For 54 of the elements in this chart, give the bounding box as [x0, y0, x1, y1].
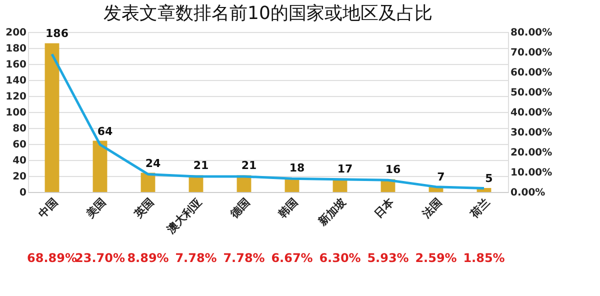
data-label: 1.85%	[463, 251, 505, 265]
data-label: 21	[193, 159, 209, 172]
y2-tick-label: 70.00%	[510, 48, 552, 58]
data-label: 6.67%	[271, 251, 313, 265]
y-tick-label: 160	[6, 60, 27, 70]
data-label: 5	[485, 172, 493, 185]
y-tick-label: 180	[6, 44, 27, 54]
data-label: 17	[337, 162, 353, 176]
bar	[92, 140, 108, 192]
data-label: 18	[289, 162, 305, 175]
data-label: 68.89%	[27, 251, 77, 265]
data-label: 21	[241, 159, 257, 172]
y2-tick-label: 80.00%	[510, 28, 552, 38]
data-label: 16	[385, 163, 401, 176]
x-tick-label: 德国	[227, 196, 252, 222]
y2-tick-label: 40.00%	[510, 108, 552, 118]
y2-tick-label: 50.00%	[510, 88, 552, 98]
y-tick-label: 140	[6, 76, 27, 86]
data-label: 5.93%	[367, 251, 409, 265]
y-tick-label: 80	[12, 124, 27, 134]
bar	[44, 43, 60, 192]
x-tick-label: 美国	[83, 196, 108, 222]
chart-title: 发表文章数排名前10的国家或地区及占比	[104, 3, 432, 24]
y-tick-label: 40	[12, 156, 27, 166]
data-label: 186	[46, 27, 69, 40]
y2-tick-label: 20.00%	[510, 148, 552, 158]
data-label: 23.70%	[75, 251, 125, 265]
x-tick-label: 韩国	[275, 196, 300, 222]
y-tick-label: 100	[6, 108, 27, 118]
y2-tick-label: 10.00%	[510, 168, 552, 178]
data-label: 8.89%	[127, 251, 169, 265]
data-label: 2.59%	[415, 251, 457, 265]
data-label: 7.78%	[223, 251, 265, 265]
data-label: 7	[437, 170, 445, 184]
y-tick-label: 60	[12, 140, 27, 150]
data-label: 7.78%	[175, 251, 217, 265]
data-label: 64	[97, 124, 113, 138]
data-label: 24	[145, 156, 161, 170]
y-tick-label: 120	[6, 92, 27, 102]
y-tick-label: 0	[20, 188, 27, 198]
x-tick-label: 日本	[372, 195, 398, 221]
x-tick-label: 法国	[419, 196, 444, 222]
x-tick-label: 澳大利亚	[163, 196, 204, 237]
y2-tick-label: 60.00%	[510, 68, 552, 78]
y2-tick-label: 30.00%	[510, 128, 552, 138]
x-tick-label: 新加坡	[315, 195, 350, 230]
x-tick-label: 中国	[36, 196, 60, 221]
data-label: 6.30%	[319, 251, 361, 265]
y-tick-label: 20	[12, 172, 27, 182]
x-tick-label: 荷兰	[467, 196, 492, 222]
y2-tick-label: 0.00%	[510, 188, 546, 198]
y-tick-label: 200	[6, 28, 27, 38]
x-tick-label: 英国	[131, 196, 156, 222]
line-series	[50, 52, 486, 190]
